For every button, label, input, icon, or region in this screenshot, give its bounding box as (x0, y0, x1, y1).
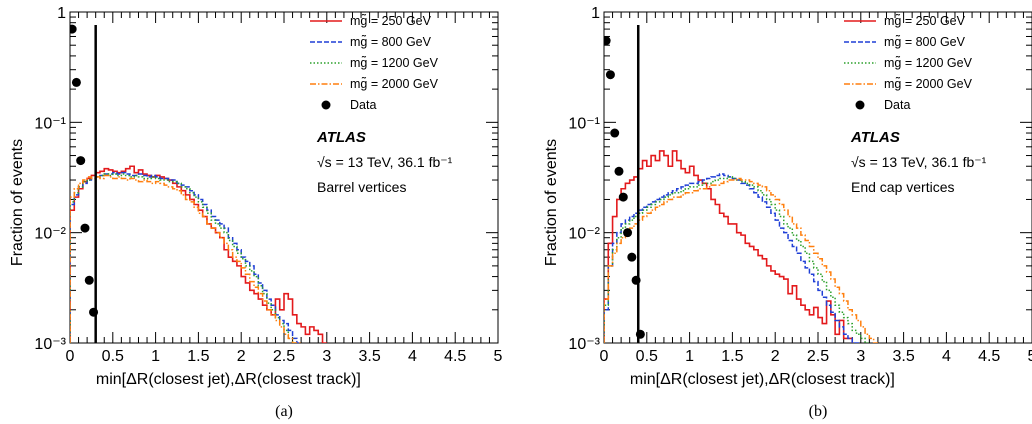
chart-panel-2: 0 0.5 1 1.5 2 2.5 3 3.5 4 4.5 5 10⁻³ 10⁻² 10⁻¹ 1 min[ΔR… (543, 5, 1032, 420)
legend-label-2: mɡ̃ = 800 GeV (350, 34, 432, 49)
region-label: End cap vertices (851, 179, 955, 195)
series-line-1 (604, 150, 854, 343)
y-tick-label: 10⁻² (568, 226, 600, 243)
x-tick-label: 4.5 (444, 348, 466, 365)
data-point (618, 192, 628, 202)
x-tick-label: 1 (151, 348, 160, 365)
y-axis-label: Fraction of events (9, 139, 26, 266)
y-tick-label: 1 (591, 5, 600, 22)
legend-label-data: Data (884, 98, 910, 112)
x-tick-label: 1 (685, 348, 694, 365)
legend-label-3: mɡ̃ = 1200 GeV (884, 55, 973, 70)
data-point (70, 24, 77, 34)
data-point (631, 275, 641, 285)
x-tick-label: 5 (494, 348, 503, 365)
legend-label-data: Data (350, 98, 376, 112)
atlas-label: ATLAS (316, 129, 366, 146)
x-tick-label: 1.5 (187, 348, 209, 365)
atlas-label: ATLAS (850, 129, 900, 146)
series-line-2 (604, 173, 861, 343)
x-tick-label: 1.5 (721, 348, 743, 365)
x-tick-label: 0.5 (636, 348, 658, 365)
data-point (635, 329, 645, 339)
chart-panel-1: 0 0.5 1 1.5 2 2.5 3 3.5 4 4.5 5 10⁻³ 10⁻² 10⁻¹ 1 min[ΔR… (9, 5, 503, 420)
x-axis-label: min[ΔR(closest jet),ΔR(closest track)] (630, 371, 895, 388)
x-tick-label: 3 (856, 348, 865, 365)
x-tick-label: 3.5 (358, 348, 380, 365)
data-point (89, 307, 99, 317)
x-axis-label: min[ΔR(closest jet),ΔR(closest track)] (96, 371, 361, 388)
legend-label-4: mɡ̃ = 2000 GeV (350, 76, 439, 91)
plot-area (604, 25, 878, 343)
y-tick-label: 10⁻³ (568, 336, 600, 353)
x-tick-label: 5 (1028, 348, 1032, 365)
panel-caption: (a) (275, 403, 293, 420)
x-tick-label: 2 (237, 348, 246, 365)
energy-label: √s = 13 TeV, 36.1 fb⁻¹ (317, 154, 453, 170)
x-tick-label: 4 (942, 348, 951, 365)
legend-label-1: mɡ̃ = 250 GeV (350, 13, 432, 28)
legend-label-2: mɡ̃ = 800 GeV (884, 34, 966, 49)
y-tick-label: 10⁻³ (34, 336, 66, 353)
plot-area (70, 24, 327, 343)
legend-label-4: mɡ̃ = 2000 GeV (884, 76, 973, 91)
panel-caption: (b) (809, 403, 828, 420)
y-tick-label: 10⁻¹ (568, 115, 600, 132)
x-tick-label: 2.5 (807, 348, 829, 365)
y-tick-label: 10⁻¹ (34, 115, 66, 132)
region-label: Barrel vertices (317, 179, 406, 195)
legend-label-3: mɡ̃ = 1200 GeV (350, 55, 439, 70)
x-tick-label: 0 (600, 348, 609, 365)
y-axis-label: Fraction of events (543, 139, 560, 266)
legend-marker-data (321, 100, 331, 110)
series-line-4 (604, 177, 878, 343)
data-point (623, 228, 633, 238)
series-line-3 (604, 176, 870, 343)
x-tick-label: 4 (408, 348, 417, 365)
data-point (604, 36, 611, 46)
data-point (610, 128, 620, 138)
legend-marker-data (855, 100, 865, 110)
series-line-4 (70, 174, 302, 343)
data-point (80, 223, 90, 233)
x-tick-label: 2.5 (273, 348, 295, 365)
data-point (605, 70, 615, 80)
x-tick-label: 0 (66, 348, 75, 365)
x-tick-label: 2 (771, 348, 780, 365)
y-tick-label: 10⁻² (34, 226, 66, 243)
x-tick-label: 3 (322, 348, 331, 365)
energy-label: √s = 13 TeV, 36.1 fb⁻¹ (851, 154, 987, 170)
data-point (84, 275, 94, 285)
x-tick-label: 4.5 (978, 348, 1000, 365)
data-point (76, 156, 86, 166)
x-tick-label: 0.5 (102, 348, 124, 365)
series-line-1 (70, 165, 327, 343)
data-point (614, 166, 624, 176)
data-point (627, 252, 637, 262)
legend-label-1: mɡ̃ = 250 GeV (884, 13, 966, 28)
y-tick-label: 1 (57, 5, 66, 22)
data-point (71, 77, 81, 87)
x-tick-label: 3.5 (892, 348, 914, 365)
series-line-3 (70, 173, 297, 343)
